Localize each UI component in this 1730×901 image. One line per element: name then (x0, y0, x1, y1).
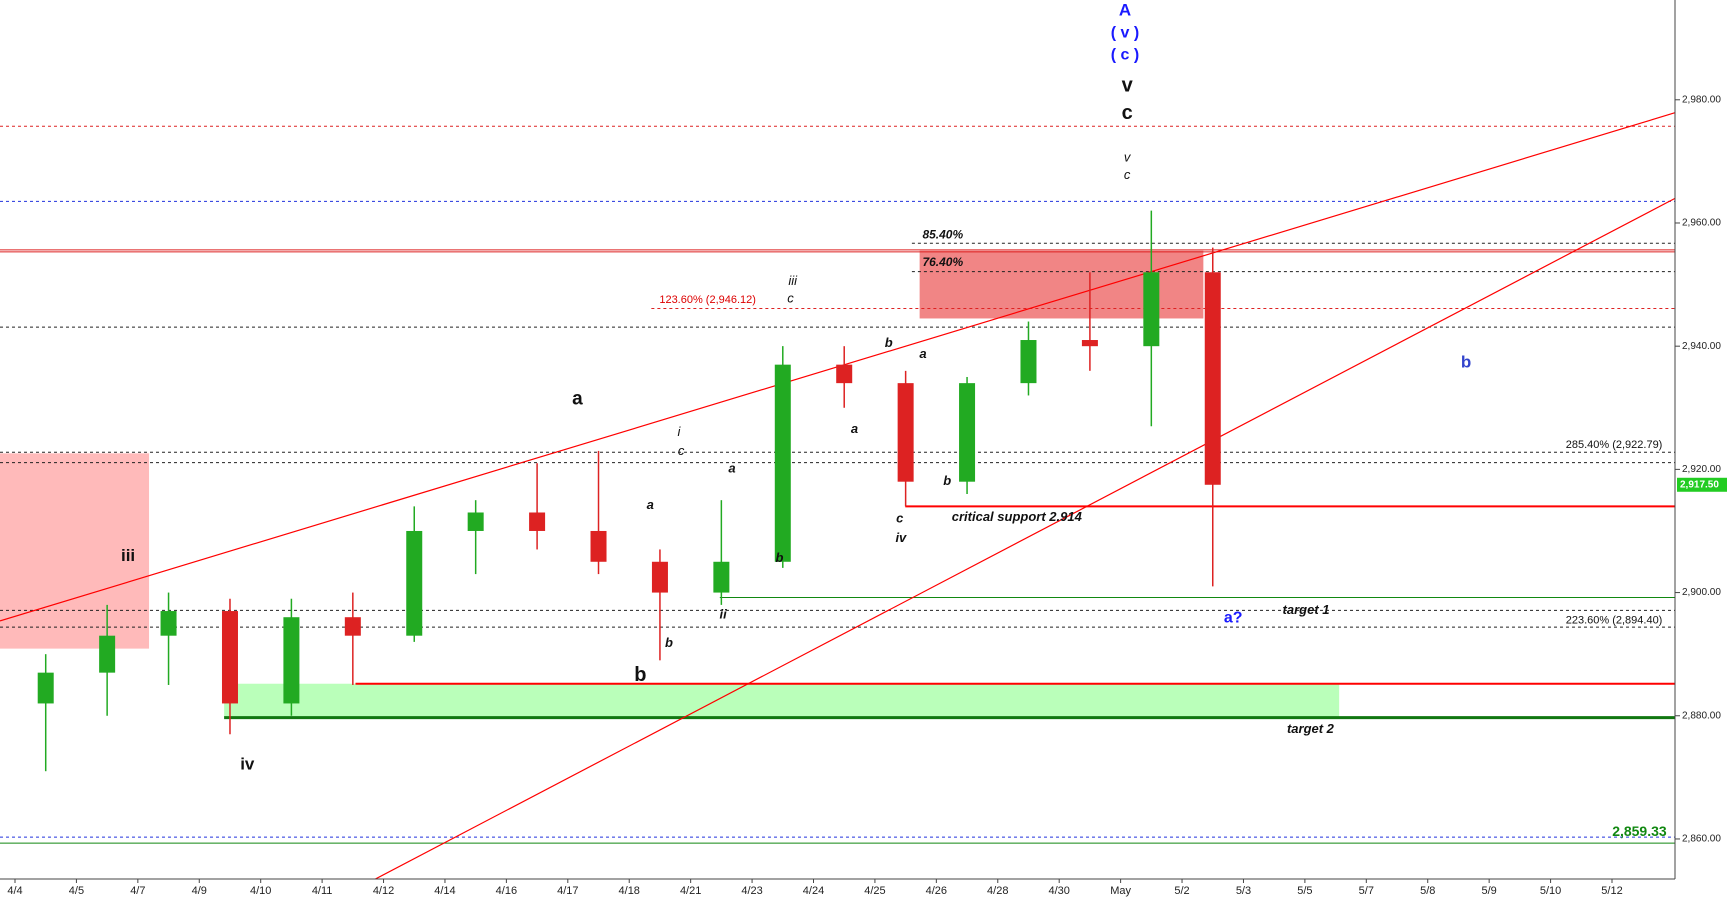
wave-annotation: ii (720, 606, 728, 621)
wave-annotation: c (678, 443, 685, 458)
x-tick-label: 4/7 (130, 885, 145, 897)
wave-annotation: a? (1224, 609, 1243, 626)
wave-annotation: 123.60% (2,946.12) (659, 294, 756, 306)
wave-annotation: target 1 (1283, 602, 1330, 617)
wave-annotation: i (678, 424, 682, 439)
wave-annotation: b (1461, 353, 1471, 372)
wave-annotation: iv (240, 755, 255, 774)
x-tick-label: 4/18 (619, 885, 640, 897)
x-tick-label: 5/3 (1236, 885, 1251, 897)
wave-annotation: c (1122, 102, 1133, 124)
candle-body (529, 512, 546, 531)
wave-annotation: target 2 (1287, 721, 1335, 736)
y-tick-label: 2,900.00 (1682, 587, 1721, 598)
candle-body (1020, 340, 1037, 384)
wave-annotation: b (634, 664, 646, 686)
wave-annotation: c (787, 291, 794, 306)
x-tick-label: 5/2 (1174, 885, 1189, 897)
wave-annotation: 76.40% (922, 255, 963, 269)
x-tick-label: 4/14 (434, 885, 455, 897)
x-tick-label: 4/5 (69, 885, 84, 897)
candle-body (651, 561, 668, 593)
candle-body (713, 561, 730, 593)
x-tick-label: 4/16 (496, 885, 517, 897)
zone (224, 683, 1340, 718)
wave-annotation: a (647, 497, 654, 512)
wave-annotation: b (775, 550, 783, 565)
x-tick-label: 4/9 (192, 885, 207, 897)
candle-body (1081, 340, 1098, 347)
wave-annotation: c (1124, 167, 1131, 182)
trendline (375, 197, 1676, 880)
x-tick-label: 4/25 (864, 885, 885, 897)
plot-background (0, 0, 1675, 879)
y-tick-label: 2,960.00 (1682, 218, 1721, 229)
wave-annotation: 223.60% (2,894.40) (1566, 614, 1663, 626)
x-tick-label: 5/10 (1540, 885, 1561, 897)
last-price-label: 2,917.50 (1680, 479, 1719, 490)
wave-annotation: v (1124, 149, 1132, 164)
wave-annotation: b (665, 635, 673, 650)
wave-annotation: c (896, 510, 904, 525)
wave-annotation: b (885, 335, 893, 350)
x-tick-label: 4/10 (250, 885, 271, 897)
x-tick-label: 5/5 (1297, 885, 1312, 897)
x-tick-label: 4/24 (803, 885, 824, 897)
candle-body (221, 611, 238, 704)
last-price-tag (1677, 477, 1727, 492)
y-tick-label: 2,940.00 (1682, 341, 1721, 352)
candle-body (283, 617, 300, 704)
wave-annotation: A (1119, 1, 1131, 20)
x-tick-label: 4/28 (987, 885, 1008, 897)
y-tick-label: 2,980.00 (1682, 94, 1721, 105)
x-tick-label: 5/9 (1482, 885, 1497, 897)
x-tick-label: May (1110, 885, 1131, 897)
wave-annotation: a (728, 461, 735, 476)
x-tick-label: 4/11 (312, 885, 333, 897)
candle-body (467, 512, 484, 531)
candle-body (959, 383, 976, 482)
wave-annotation: 285.40% (2,922.79) (1566, 439, 1663, 451)
wave-annotation: iv (895, 530, 907, 545)
wave-annotation: ( v ) (1111, 24, 1139, 41)
y-tick-label: 2,860.00 (1682, 834, 1721, 845)
candle-body (99, 635, 116, 673)
candle-body (406, 530, 423, 636)
x-tick-label: 5/8 (1420, 885, 1435, 897)
wave-annotation: ( c ) (1111, 46, 1139, 63)
y-tick-label: 2,920.00 (1682, 464, 1721, 475)
wave-annotation: a (572, 389, 583, 410)
y-tick-label: 2,880.00 (1682, 710, 1721, 721)
wave-annotation: a (919, 346, 926, 361)
x-tick-label: 4/30 (1048, 885, 1069, 897)
candle-body (1204, 272, 1221, 485)
candle-body (1143, 272, 1160, 347)
wave-annotation: b (943, 473, 951, 488)
zone (0, 453, 150, 649)
x-tick-label: 4/23 (741, 885, 762, 897)
wave-annotation: a (851, 421, 858, 436)
wave-annotation: iii (788, 273, 798, 288)
x-tick-label: 4/17 (557, 885, 578, 897)
x-tick-label: 5/12 (1601, 885, 1622, 897)
wave-annotation: 2,859.33 (1612, 823, 1667, 839)
wave-annotation: 85.40% (922, 227, 963, 241)
candle-body (344, 617, 361, 636)
wave-annotation: critical support 2.914 (952, 509, 1083, 524)
candle-body (836, 364, 853, 384)
x-tick-label: 4/21 (680, 885, 701, 897)
x-tick-label: 4/4 (7, 885, 22, 897)
x-tick-label: 5/7 (1359, 885, 1374, 897)
x-tick-label: 4/26 (926, 885, 947, 897)
wave-annotation: v (1122, 74, 1134, 96)
candle-body (37, 672, 54, 704)
candle-body (160, 611, 177, 636)
candle-body (774, 364, 791, 562)
candle-body (897, 383, 914, 482)
wave-annotation: iii (121, 546, 135, 565)
x-tick-label: 4/12 (373, 885, 394, 897)
candle-body (590, 530, 607, 562)
